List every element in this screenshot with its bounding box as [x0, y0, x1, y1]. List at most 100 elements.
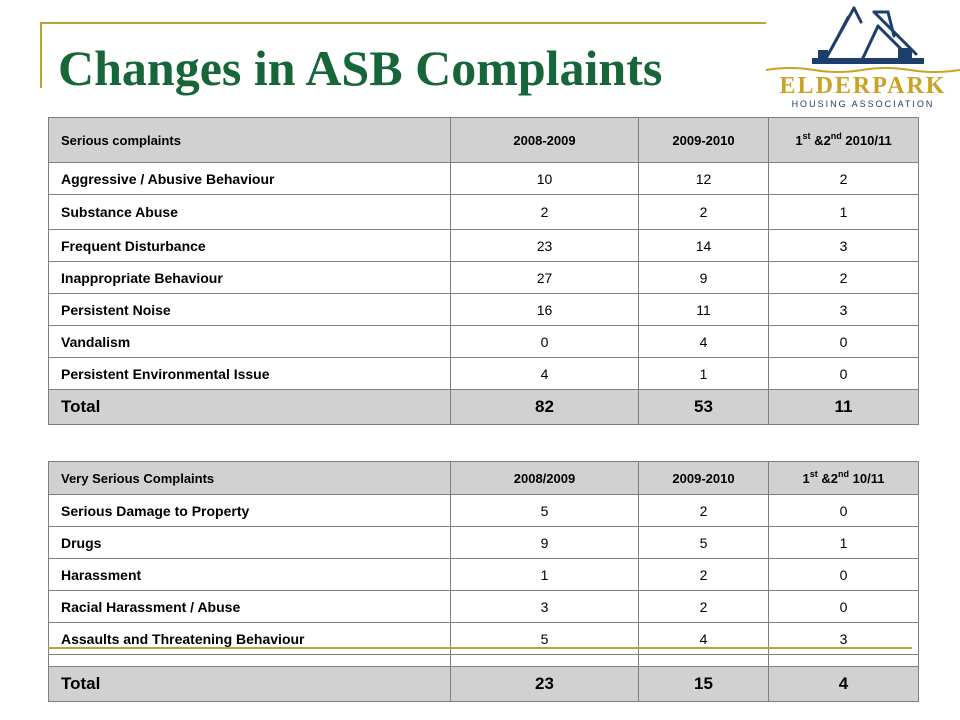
spacer-cell	[450, 654, 639, 667]
table-header-row: Very Serious Complaints 2008/2009 2009-2…	[48, 461, 919, 495]
header-col-sup: nd	[830, 130, 842, 141]
row-value: 10	[450, 162, 639, 195]
table-total-row: Total 82 53 11	[48, 389, 919, 425]
header-col-2009-2010: 2009-2010	[638, 461, 769, 495]
row-label: Serious Damage to Property	[48, 494, 451, 527]
row-value: 1	[768, 526, 919, 559]
row-value: 2	[638, 590, 769, 623]
row-value: 11	[638, 293, 769, 326]
slide-title: Changes in ASB Complaints	[58, 40, 663, 96]
row-value: 0	[768, 325, 919, 358]
header-col-2009-2010: 2009-2010	[638, 117, 769, 163]
table-row: Drugs 9 5 1	[48, 526, 919, 559]
row-value: 3	[768, 293, 919, 326]
row-value: 2	[768, 261, 919, 294]
crane-icon	[766, 6, 960, 73]
row-value: 9	[450, 526, 639, 559]
table-row: Inappropriate Behaviour 27 9 2	[48, 261, 919, 294]
header-col-sup: st	[809, 468, 818, 479]
table-row: Racial Harassment / Abuse 3 2 0	[48, 590, 919, 623]
total-value: 11	[768, 389, 919, 425]
header-col-2008-2009: 2008-2009	[450, 117, 639, 163]
row-label: Persistent Noise	[48, 293, 451, 326]
total-value: 82	[450, 389, 639, 425]
row-value: 1	[450, 558, 639, 591]
row-value: 4	[638, 325, 769, 358]
row-value: 3	[768, 622, 919, 655]
logo-wordmark: ELDERPARK	[779, 73, 947, 99]
total-value: 15	[638, 666, 769, 702]
row-value: 4	[450, 357, 639, 390]
row-value: 14	[638, 229, 769, 262]
table-accent-rule	[48, 647, 912, 649]
row-value: 3	[450, 590, 639, 623]
row-value: 0	[768, 558, 919, 591]
header-col-sup: st	[802, 130, 811, 141]
row-value: 3	[768, 229, 919, 262]
row-label: Persistent Environmental Issue	[48, 357, 451, 390]
table-row: Harassment 1 2 0	[48, 558, 919, 591]
header-col-text: &2	[810, 132, 831, 148]
total-label: Total	[48, 666, 451, 702]
row-value: 12	[638, 162, 769, 195]
header-col-text: 10/11	[849, 470, 885, 486]
row-value: 23	[450, 229, 639, 262]
table-spacer-row	[48, 654, 919, 667]
row-value: 5	[638, 526, 769, 559]
row-label: Assaults and Threatening Behaviour	[48, 622, 451, 655]
row-value: 0	[768, 494, 919, 527]
row-value: 5	[450, 622, 639, 655]
row-value: 1	[638, 357, 769, 390]
row-label: Substance Abuse	[48, 194, 451, 230]
row-label: Harassment	[48, 558, 451, 591]
total-label: Total	[48, 389, 451, 425]
table-total-row: Total 23 15 4	[48, 666, 919, 702]
table-row: Assaults and Threatening Behaviour 5 4 3	[48, 622, 919, 655]
row-value: 2	[638, 494, 769, 527]
row-label: Drugs	[48, 526, 451, 559]
table-header-row: Serious complaints 2008-2009 2009-2010 1…	[48, 117, 919, 163]
title-rule-left	[40, 22, 42, 88]
logo-subtitle: HOUSING ASSOCIATION	[791, 99, 935, 109]
row-label: Frequent Disturbance	[48, 229, 451, 262]
serious-complaints-table: Serious complaints 2008-2009 2009-2010 1…	[48, 117, 919, 425]
row-value: 9	[638, 261, 769, 294]
row-label: Inappropriate Behaviour	[48, 261, 451, 294]
elderpark-logo: ELDERPARK HOUSING ASSOCIATION	[766, 2, 960, 112]
table-row: Aggressive / Abusive Behaviour 10 12 2	[48, 162, 919, 195]
row-value: 5	[450, 494, 639, 527]
total-value: 53	[638, 389, 769, 425]
row-value: 16	[450, 293, 639, 326]
header-col-10-11: 1st &2nd 10/11	[768, 461, 919, 495]
row-value: 2	[638, 558, 769, 591]
row-value: 0	[450, 325, 639, 358]
row-label: Racial Harassment / Abuse	[48, 590, 451, 623]
title-rule-top	[40, 22, 766, 24]
row-value: 0	[768, 590, 919, 623]
header-col-text: 1	[802, 470, 810, 486]
row-value: 2	[450, 194, 639, 230]
row-value: 0	[768, 357, 919, 390]
row-value: 2	[638, 194, 769, 230]
header-col-2010-11: 1st &2nd 2010/11	[768, 117, 919, 163]
row-value: 2	[768, 162, 919, 195]
very-serious-complaints-table: Very Serious Complaints 2008/2009 2009-2…	[48, 461, 919, 702]
row-value: 4	[638, 622, 769, 655]
total-value: 4	[768, 666, 919, 702]
spacer-cell	[638, 654, 769, 667]
row-value: 1	[768, 194, 919, 230]
header-col-text: &2	[817, 470, 839, 486]
header-col-text: 1	[795, 132, 803, 148]
row-label: Vandalism	[48, 325, 451, 358]
total-value: 23	[450, 666, 639, 702]
table-row: Persistent Environmental Issue 4 1 0	[48, 357, 919, 390]
table-row: Substance Abuse 2 2 1	[48, 194, 919, 230]
header-col-sup: nd	[838, 468, 850, 479]
row-label: Aggressive / Abusive Behaviour	[48, 162, 451, 195]
header-label: Very Serious Complaints	[48, 461, 451, 495]
header-label: Serious complaints	[48, 117, 451, 163]
header-col-text: 2010/11	[841, 132, 892, 148]
table-row: Vandalism 0 4 0	[48, 325, 919, 358]
header-col-2008-2009: 2008/2009	[450, 461, 639, 495]
table-row: Frequent Disturbance 23 14 3	[48, 229, 919, 262]
